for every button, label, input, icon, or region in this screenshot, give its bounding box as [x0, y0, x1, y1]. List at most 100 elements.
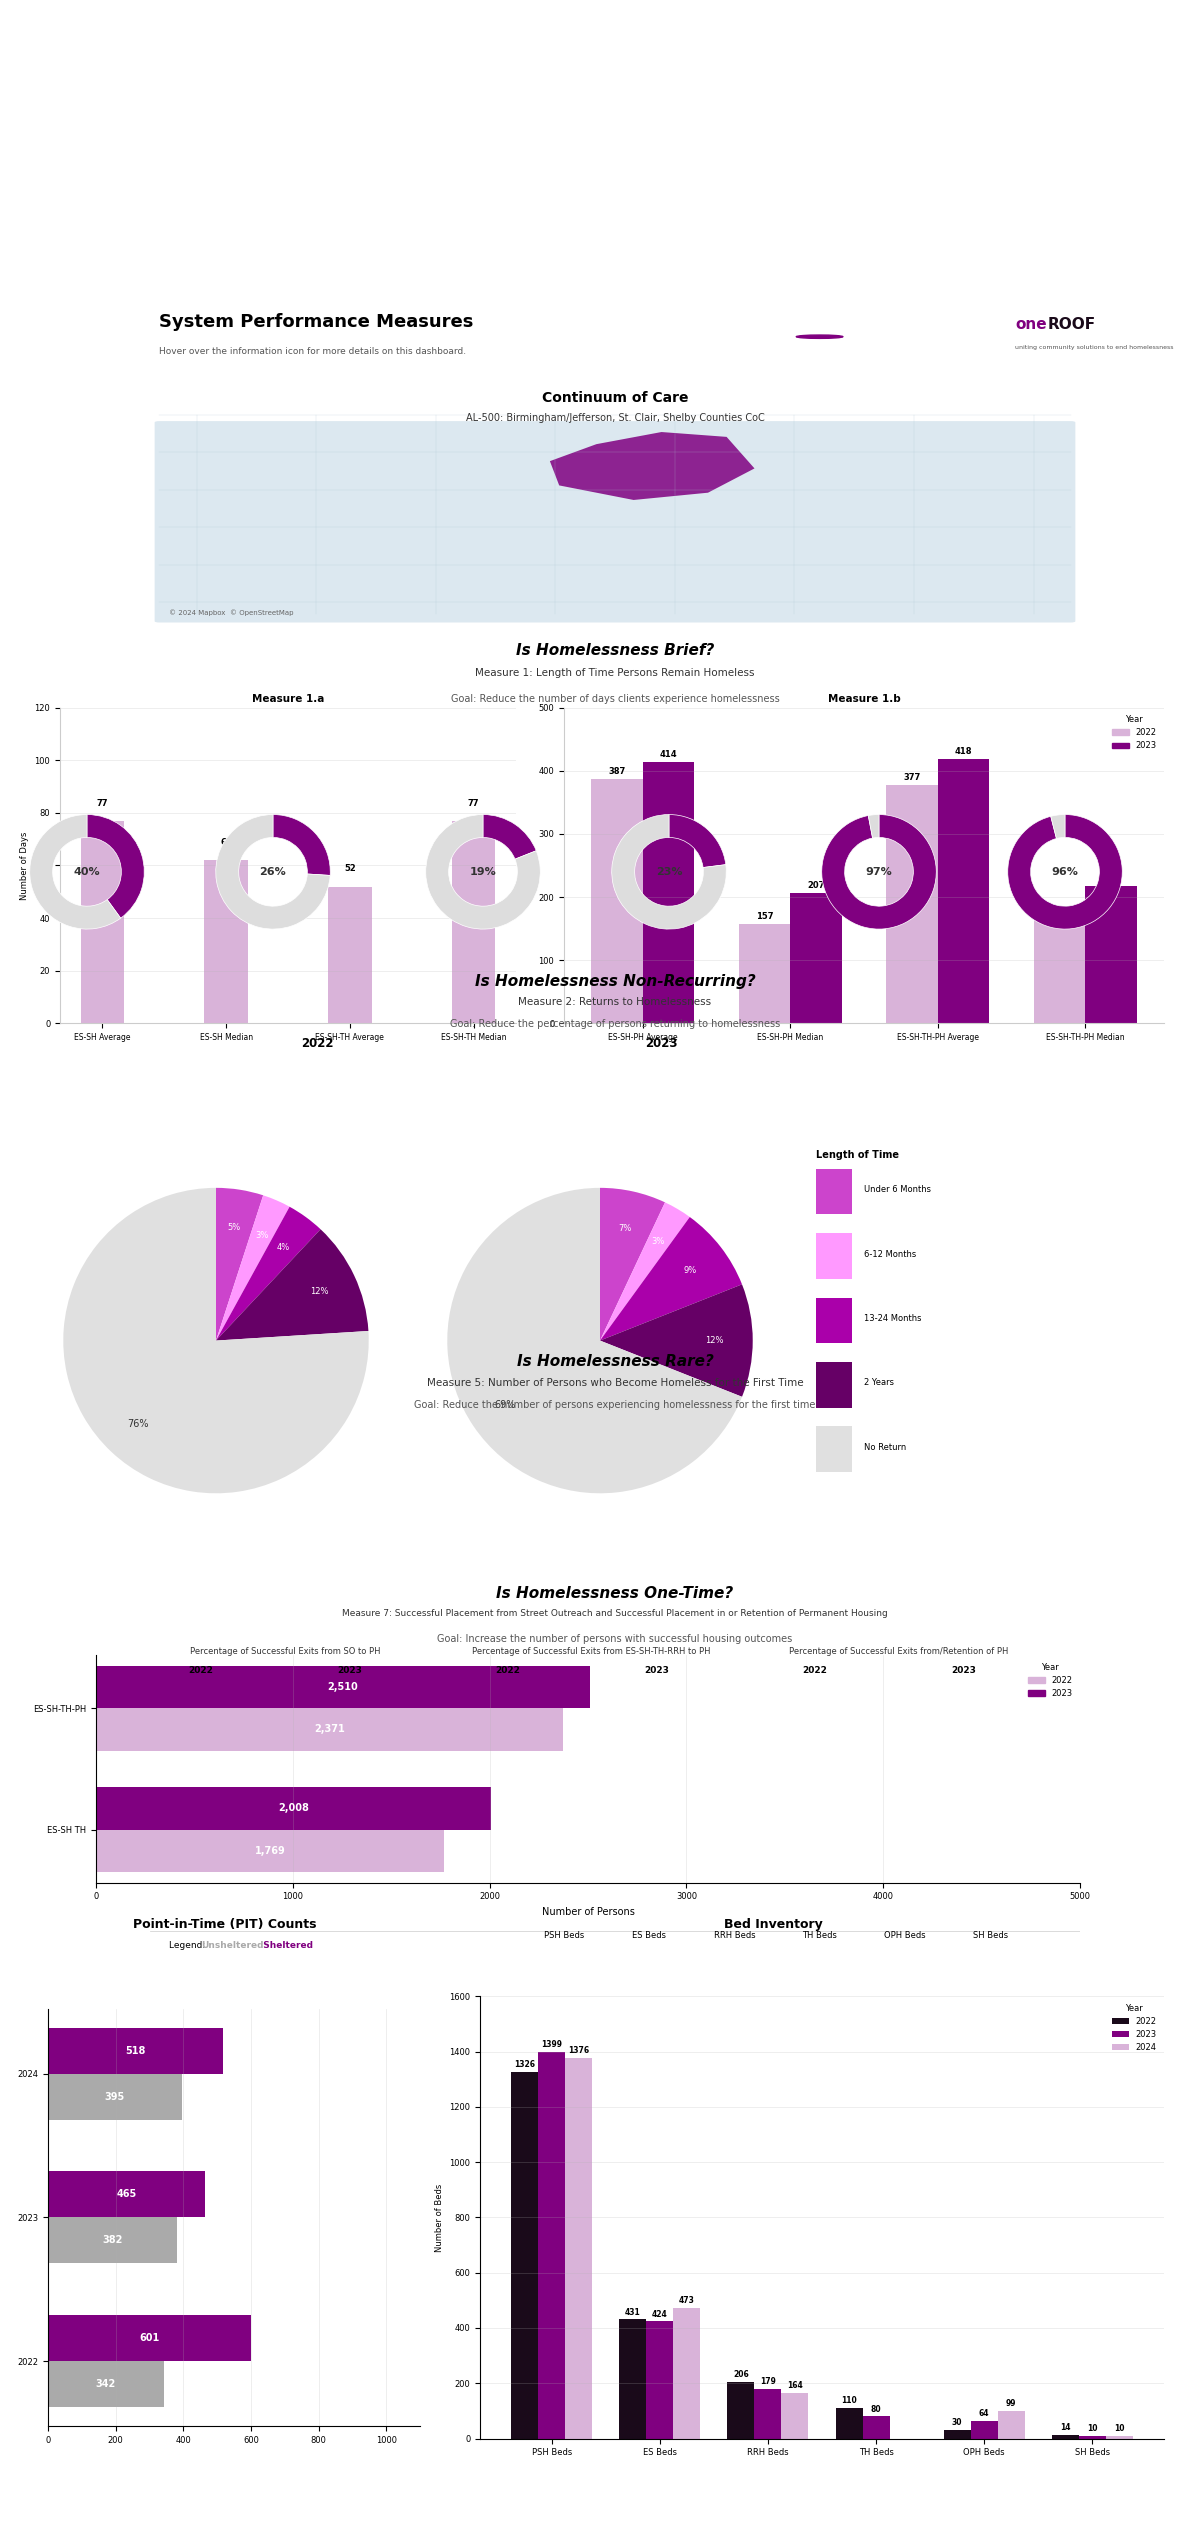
- Text: 13-24 Months: 13-24 Months: [864, 1314, 922, 1324]
- Text: Is Homelessness Non-Recurring?: Is Homelessness Non-Recurring?: [475, 975, 755, 991]
- Text: 2022: 2022: [496, 1665, 521, 1675]
- Bar: [781, 2393, 809, 2439]
- Text: Percentage of Successful Exits from SO to PH: Percentage of Successful Exits from SO t…: [190, 1648, 380, 1655]
- Text: Goal: Increase the number of persons with successful housing outcomes: Goal: Increase the number of persons wit…: [437, 1635, 793, 1645]
- Legend: 2022, 2023, 2024: 2022, 2023, 2024: [1109, 2001, 1160, 2054]
- Text: 377: 377: [904, 773, 920, 783]
- Text: RRH Beds: RRH Beds: [714, 1931, 755, 1941]
- Text: 2023: 2023: [644, 1665, 670, 1675]
- Wedge shape: [216, 1188, 263, 1342]
- Legend: 2022, 2023: 2022, 2023: [1025, 1660, 1076, 1701]
- Bar: [204, 859, 247, 1023]
- Text: 3%: 3%: [652, 1238, 665, 1246]
- Text: 1399: 1399: [541, 2039, 562, 2049]
- Text: 7%: 7%: [618, 1223, 631, 1233]
- Text: 382: 382: [102, 2236, 122, 2247]
- Text: © 2024 Mapbox  © OpenStreetMap: © 2024 Mapbox © OpenStreetMap: [168, 609, 293, 617]
- Text: 414: 414: [660, 751, 678, 758]
- Bar: [727, 2380, 755, 2439]
- Text: 1326: 1326: [514, 2060, 535, 2070]
- Wedge shape: [426, 814, 540, 930]
- Wedge shape: [216, 1208, 320, 1342]
- Text: Goal: Reduce the percentage of persons returning to homelessness: Goal: Reduce the percentage of persons r…: [450, 1018, 780, 1028]
- Text: 62: 62: [221, 839, 232, 847]
- Text: Point-in-Time (PIT) Counts: Point-in-Time (PIT) Counts: [133, 1918, 316, 1931]
- Text: 77: 77: [97, 799, 108, 809]
- Bar: [48, 2315, 251, 2360]
- Text: 9%: 9%: [684, 1266, 697, 1274]
- Text: System Performance Measures: System Performance Measures: [160, 313, 474, 331]
- Text: Sheltered: Sheltered: [257, 1941, 313, 1951]
- Text: Is Homelessness Brief?: Is Homelessness Brief?: [516, 642, 714, 657]
- Bar: [971, 2421, 997, 2439]
- Bar: [643, 763, 695, 1023]
- Text: 2023: 2023: [646, 1036, 678, 1051]
- Text: Is Homelessness One-Time?: Is Homelessness One-Time?: [497, 1587, 733, 1602]
- Text: AL-500: Birmingham/Jefferson, St. Clair, Shelby Counties CoC: AL-500: Birmingham/Jefferson, St. Clair,…: [466, 412, 764, 422]
- Bar: [755, 2388, 781, 2439]
- Text: 23%: 23%: [655, 867, 683, 877]
- Text: 2022: 2022: [188, 1665, 214, 1675]
- Text: Goal: Reduce the number of persons experiencing homelessness for the first time: Goal: Reduce the number of persons exper…: [414, 1400, 816, 1410]
- Text: 387: 387: [608, 766, 625, 776]
- Text: Is Homelessness Rare?: Is Homelessness Rare?: [516, 1354, 714, 1370]
- Bar: [816, 1425, 852, 1471]
- Text: 12%: 12%: [706, 1337, 724, 1344]
- Wedge shape: [88, 814, 144, 917]
- Text: ES Beds: ES Beds: [632, 1931, 666, 1941]
- Bar: [329, 887, 372, 1023]
- Bar: [816, 1362, 852, 1408]
- Bar: [565, 2057, 592, 2439]
- Text: 207: 207: [808, 879, 824, 890]
- Wedge shape: [612, 814, 726, 930]
- Text: 99: 99: [1006, 2401, 1016, 2408]
- Text: Length of Time: Length of Time: [816, 1150, 899, 1160]
- Text: 1376: 1376: [568, 2047, 589, 2054]
- Text: 96%: 96%: [1051, 867, 1079, 877]
- Text: 418: 418: [955, 748, 972, 756]
- Text: 30: 30: [952, 2418, 962, 2428]
- Text: No Return: No Return: [864, 1443, 906, 1453]
- Text: 110: 110: [841, 2396, 857, 2406]
- Text: 69%: 69%: [494, 1400, 516, 1410]
- Text: 1,769: 1,769: [254, 1847, 286, 1855]
- Bar: [619, 2320, 647, 2439]
- Text: 2023: 2023: [337, 1665, 362, 1675]
- Circle shape: [797, 336, 842, 339]
- Bar: [511, 2072, 538, 2439]
- Bar: [886, 786, 937, 1023]
- Wedge shape: [668, 814, 726, 867]
- Bar: [96, 1787, 491, 1830]
- Bar: [96, 1830, 444, 1873]
- Bar: [96, 1708, 563, 1751]
- Wedge shape: [600, 1284, 752, 1397]
- Text: 40%: 40%: [73, 867, 101, 877]
- Bar: [1106, 2436, 1133, 2439]
- Text: 80: 80: [871, 2406, 881, 2413]
- Text: Measure 1: Length of Time Persons Remain Homeless: Measure 1: Length of Time Persons Remain…: [475, 667, 755, 677]
- Wedge shape: [600, 1188, 665, 1342]
- Bar: [1085, 887, 1136, 1023]
- Wedge shape: [216, 814, 330, 930]
- Text: Measure 5: Number of Persons who Become Homeless for the First Time: Measure 5: Number of Persons who Become …: [427, 1377, 803, 1387]
- Text: 76%: 76%: [127, 1420, 149, 1430]
- Wedge shape: [1008, 814, 1122, 930]
- Bar: [80, 821, 124, 1023]
- Bar: [48, 2219, 178, 2264]
- Text: 2022: 2022: [301, 1036, 334, 1051]
- Y-axis label: Number of Days: Number of Days: [20, 831, 29, 900]
- Wedge shape: [64, 1188, 368, 1493]
- Text: 10: 10: [1114, 2423, 1124, 2434]
- Wedge shape: [216, 1228, 368, 1342]
- Text: 2022: 2022: [803, 1665, 827, 1675]
- Wedge shape: [482, 814, 536, 859]
- Wedge shape: [272, 814, 330, 874]
- Text: 4%: 4%: [277, 1243, 290, 1253]
- Text: Measure 7: Successful Placement from Street Outreach and Successful Placement in: Measure 7: Successful Placement from Str…: [342, 1610, 888, 1617]
- Wedge shape: [216, 1195, 289, 1342]
- Text: 206: 206: [733, 2370, 749, 2378]
- Wedge shape: [822, 814, 936, 930]
- Text: 431: 431: [625, 2307, 641, 2317]
- Text: Measure 2: Returns to Homelessness: Measure 2: Returns to Homelessness: [518, 996, 712, 1006]
- Wedge shape: [869, 814, 878, 839]
